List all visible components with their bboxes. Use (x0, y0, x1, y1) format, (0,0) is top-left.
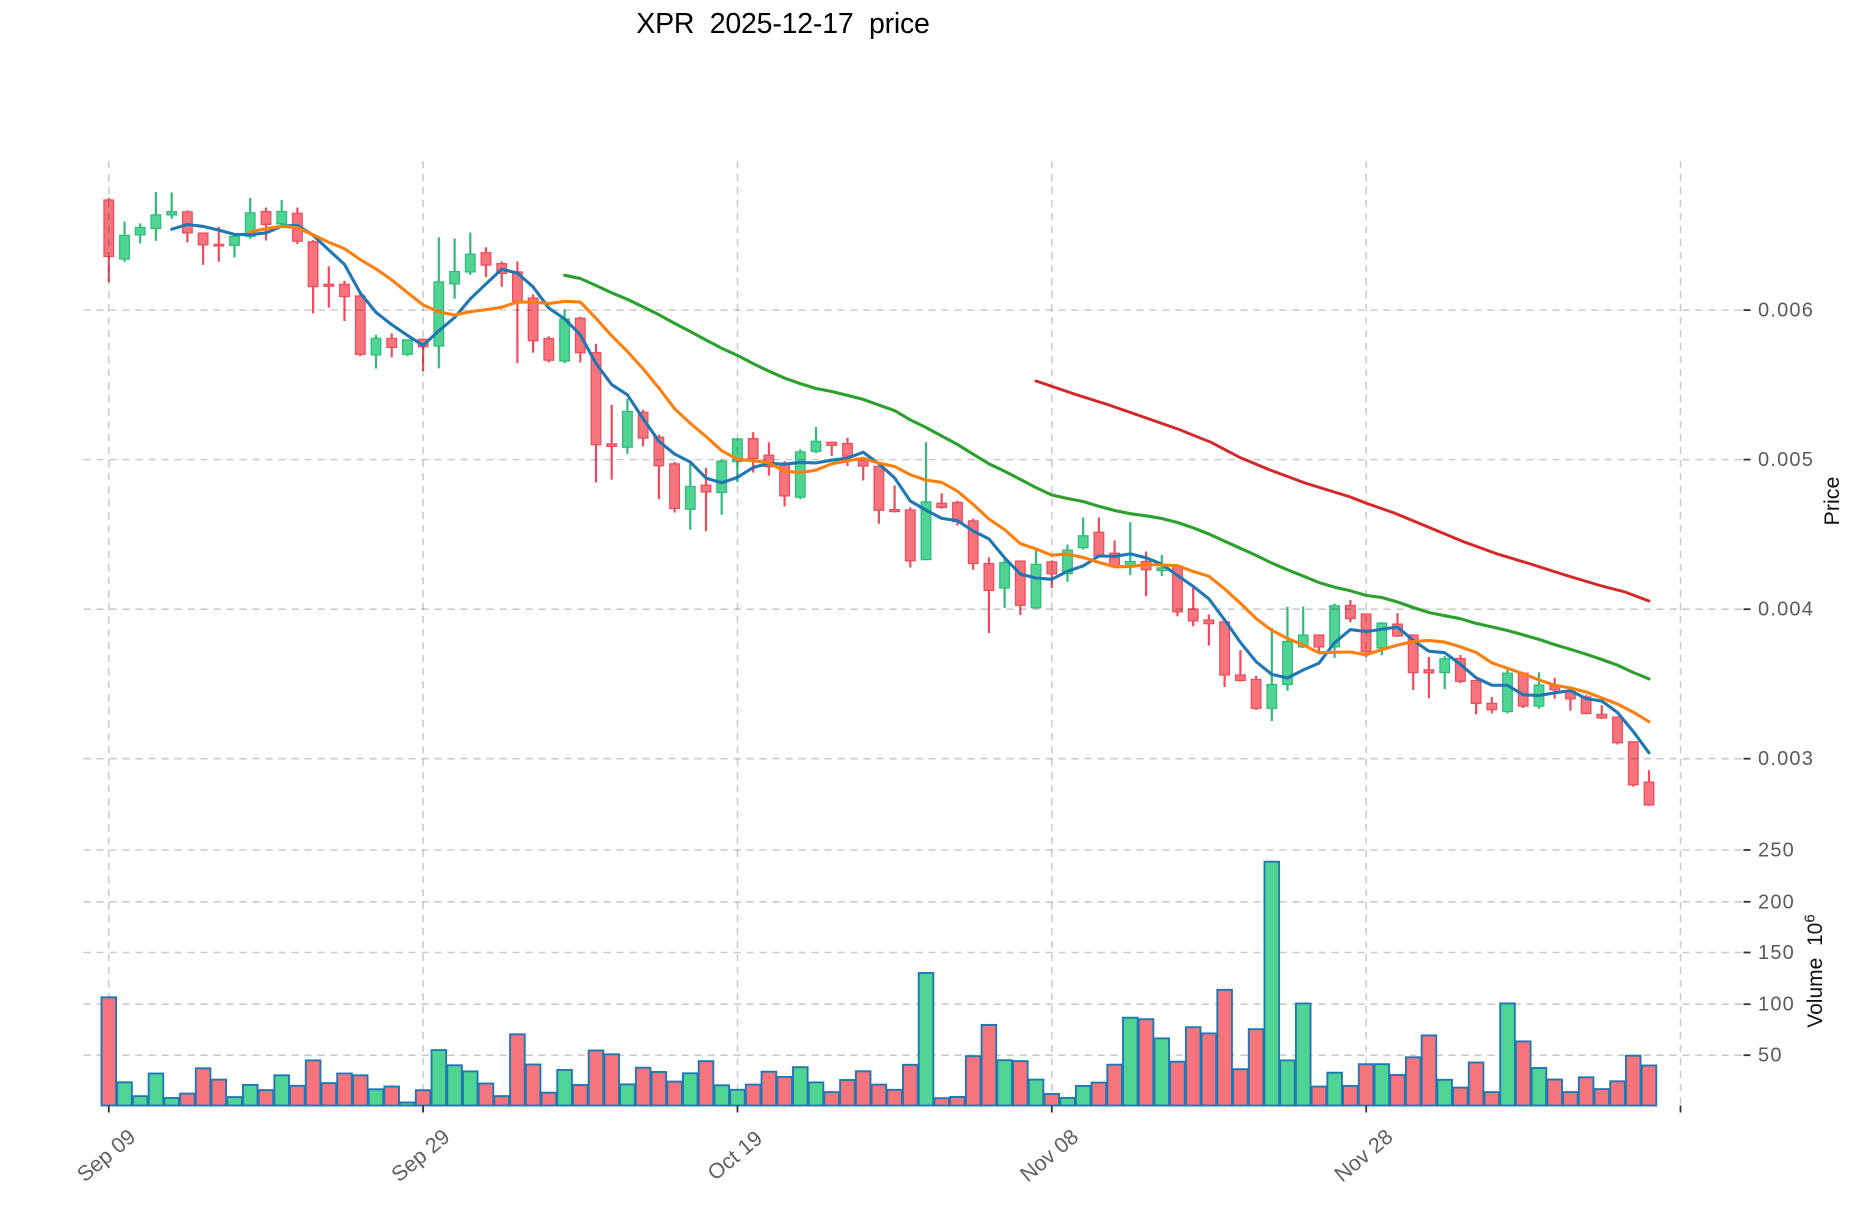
svg-text:200: 200 (1758, 891, 1795, 913)
svg-text:150: 150 (1758, 942, 1795, 964)
svg-text:0.003: 0.003 (1758, 748, 1814, 770)
svg-text:50: 50 (1758, 1045, 1783, 1067)
svg-text:0.005: 0.005 (1758, 449, 1814, 471)
svg-text:Volume 106: Volume 106 (1802, 914, 1828, 1027)
svg-text:Price: Price (1820, 477, 1844, 526)
svg-text:0.006: 0.006 (1758, 300, 1814, 322)
svg-text:0.004: 0.004 (1758, 599, 1814, 621)
svg-text:250: 250 (1758, 840, 1795, 862)
svg-text:XPR 2025-12-17 price: XPR 2025-12-17 price (636, 8, 929, 40)
svg-text:100: 100 (1758, 994, 1795, 1016)
